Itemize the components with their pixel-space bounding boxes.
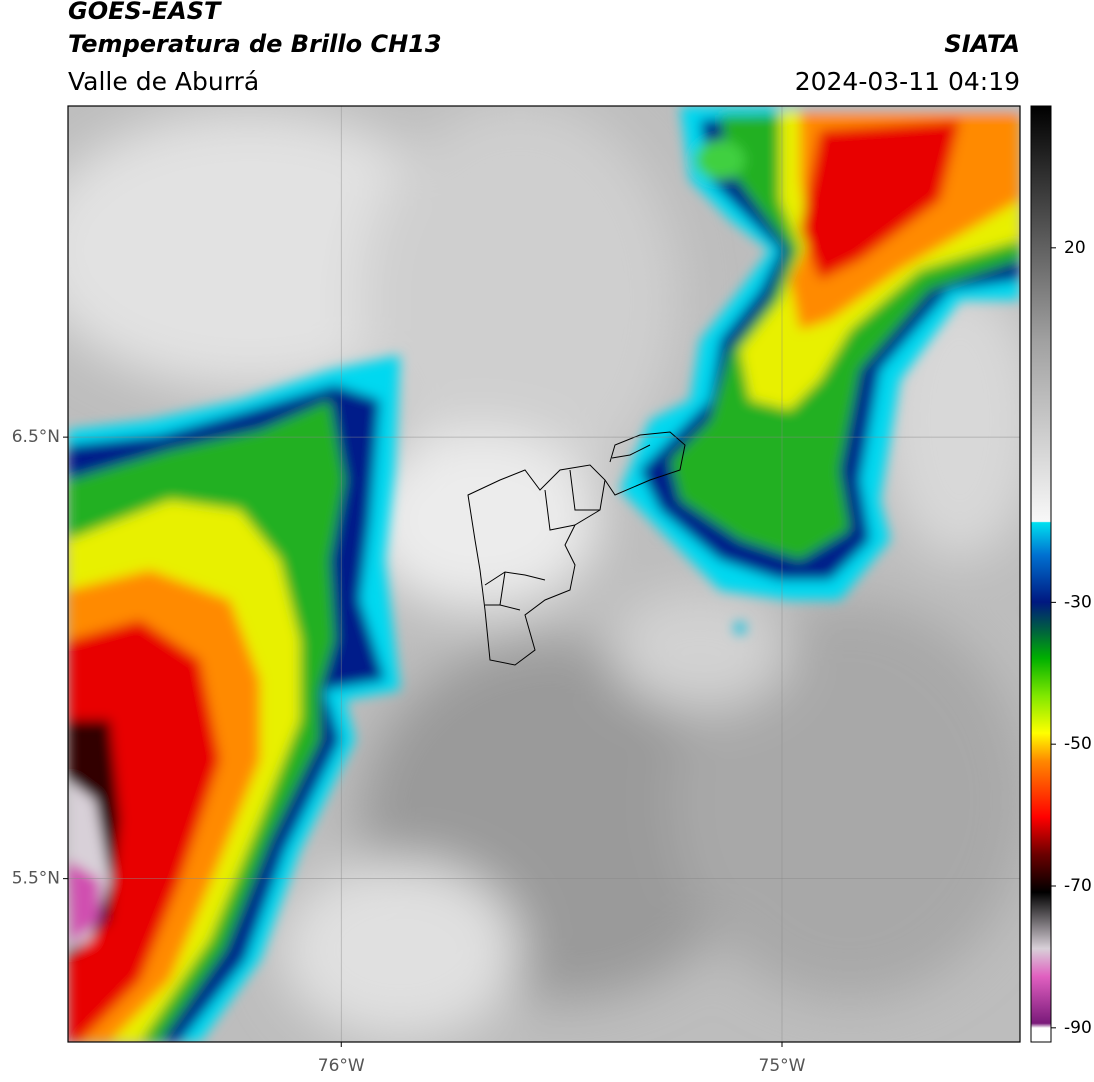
colorbar-label: -90: [1064, 1018, 1092, 1038]
colorbar-label: -50: [1064, 734, 1092, 754]
title: GOES-EAST: [68, 0, 222, 25]
lon-label: 76°W: [318, 1056, 365, 1076]
lon-label: 75°W: [759, 1056, 806, 1076]
datetime: 2024-03-11 04:19: [795, 67, 1020, 96]
satellite-image: [68, 106, 1020, 1042]
subtitle: Temperatura de Brillo CH13: [68, 30, 442, 58]
colorbar: [1030, 105, 1052, 1043]
region: Valle de Aburrá: [68, 67, 259, 96]
lat-label: 6.5°N: [12, 427, 60, 447]
valley-boundary: [467, 431, 686, 666]
colorbar-label: -70: [1064, 876, 1092, 896]
source: SIATA: [944, 30, 1020, 58]
lat-label: 5.5°N: [12, 869, 60, 889]
colorbar-label: -30: [1064, 592, 1092, 612]
map-frame: [67, 105, 1021, 1043]
colorbar-label: 20: [1064, 238, 1086, 258]
graticule: [68, 106, 1020, 1042]
